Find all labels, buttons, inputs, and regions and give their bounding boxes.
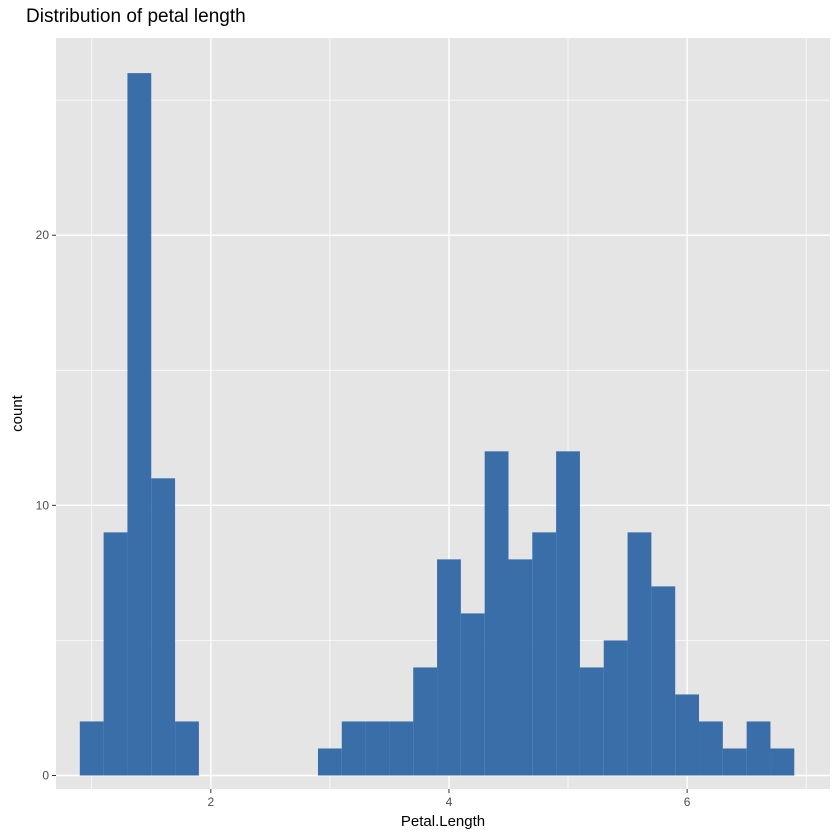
histogram-bar xyxy=(413,667,438,776)
histogram-bar xyxy=(389,721,414,776)
histogram-bar xyxy=(746,721,771,776)
x-tick-label: 4 xyxy=(446,795,453,809)
histogram-bar xyxy=(770,748,795,776)
histogram-bars xyxy=(79,73,795,776)
histogram-bar xyxy=(365,721,390,776)
x-axis-title: Petal.Length xyxy=(401,813,485,830)
histogram-bar xyxy=(151,478,176,776)
histogram-bar xyxy=(627,532,652,776)
histogram-bar xyxy=(127,73,152,776)
histogram-bar xyxy=(699,721,723,776)
y-axis-title: count xyxy=(9,394,26,432)
histogram-bar xyxy=(437,559,461,776)
histogram-bar xyxy=(341,721,366,776)
histogram-bar xyxy=(103,532,128,776)
y-tick-label: 0 xyxy=(42,768,49,782)
histogram-bar xyxy=(508,559,533,776)
y-tick-label: 10 xyxy=(36,498,50,512)
histogram-bar xyxy=(579,667,604,776)
y-tick-label: 20 xyxy=(36,228,50,242)
histogram-bar xyxy=(532,532,557,776)
histogram-bar xyxy=(603,640,628,776)
histogram-bar xyxy=(556,451,580,776)
minor-gridlines xyxy=(56,38,830,789)
histogram-bar xyxy=(79,721,104,776)
histogram-bar xyxy=(460,613,485,776)
x-tick-label: 2 xyxy=(207,795,214,809)
histogram-bar xyxy=(175,721,199,776)
histogram-bar xyxy=(484,451,509,776)
tick-labels: 2 4 6 0 10 20 xyxy=(36,228,691,809)
x-tick-label: 6 xyxy=(684,795,691,809)
histogram-bar xyxy=(675,694,700,776)
axis-ticks xyxy=(52,234,688,793)
histogram-bar xyxy=(317,748,342,776)
histogram-bar xyxy=(722,748,747,776)
histogram-bar xyxy=(651,586,676,776)
chart-title: Distribution of petal length xyxy=(26,6,246,27)
